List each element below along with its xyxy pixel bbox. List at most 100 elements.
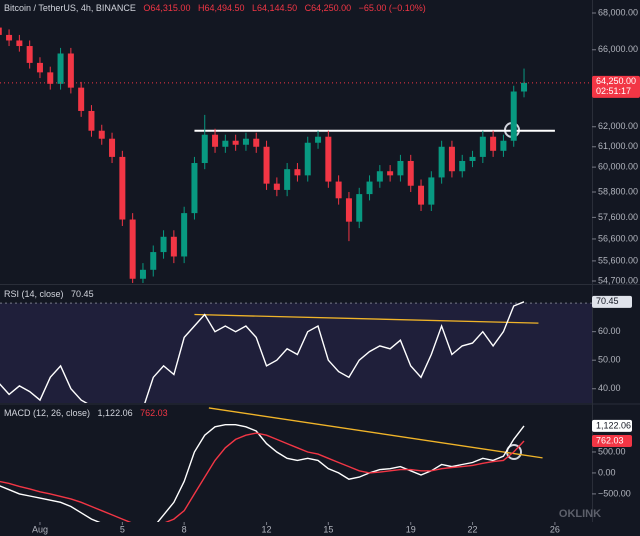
candle-body bbox=[212, 134, 219, 147]
candle-body bbox=[315, 136, 322, 143]
trendline bbox=[194, 313, 539, 324]
x-tick-label: 15 bbox=[323, 524, 333, 534]
candle-body bbox=[36, 62, 43, 73]
candle-body bbox=[47, 72, 54, 84]
last-price-box bbox=[592, 75, 640, 98]
candle-body bbox=[469, 156, 476, 161]
y-tick-label: 500.00 bbox=[598, 446, 626, 456]
candle-body bbox=[160, 236, 167, 253]
candle-body bbox=[67, 53, 74, 88]
candle-body bbox=[253, 138, 260, 147]
candle-body bbox=[78, 87, 85, 111]
x-tick-label: Aug bbox=[32, 524, 48, 534]
y-tick-label: 55,600.00 bbox=[598, 255, 638, 265]
y-tick-label: 66,000.00 bbox=[598, 44, 638, 54]
rsi-band bbox=[0, 303, 592, 403]
candle-body bbox=[325, 136, 332, 182]
ohlc: H64,494.50 bbox=[197, 3, 245, 13]
signal-value: 762.03 bbox=[140, 408, 168, 418]
candle-body bbox=[294, 169, 301, 176]
y-tick-label: 56,600.00 bbox=[598, 233, 638, 243]
candle-body bbox=[170, 236, 177, 257]
y-tick-label: 50.00 bbox=[598, 355, 621, 365]
candle-body bbox=[397, 160, 404, 176]
y-tick-label: 60,000.00 bbox=[598, 161, 638, 171]
candle-body bbox=[88, 110, 95, 131]
y-tick-label: 62,000.00 bbox=[598, 121, 638, 131]
candle-body bbox=[335, 181, 342, 199]
indicator-line bbox=[0, 301, 525, 403]
candle-body bbox=[109, 138, 116, 157]
last-price-label: 64,250.00 bbox=[596, 76, 636, 86]
candle-body bbox=[16, 40, 23, 47]
candle-body bbox=[181, 213, 188, 257]
candle-body bbox=[150, 252, 157, 270]
candle-body bbox=[500, 140, 507, 151]
candle-body bbox=[191, 163, 198, 214]
x-tick-label: 22 bbox=[468, 524, 478, 534]
y-tick-label: 60.00 bbox=[598, 326, 621, 336]
candle-body bbox=[232, 140, 239, 145]
value-box-label: 762.03 bbox=[596, 435, 624, 445]
candle-body bbox=[119, 156, 126, 220]
macd-value: 1,122.06 bbox=[97, 408, 133, 418]
candle-body bbox=[222, 140, 229, 147]
x-tick-label: 26 bbox=[550, 524, 560, 534]
candle-body bbox=[284, 169, 291, 190]
macd-title: MACD (12, 26, close) bbox=[4, 408, 91, 418]
header: Bitcoin / TetherUS, 4h, BINANCE O64,315.… bbox=[4, 3, 431, 13]
candle-body bbox=[521, 82, 528, 92]
y-tick-label: 57,600.00 bbox=[598, 212, 638, 222]
candle-body bbox=[438, 146, 445, 178]
candle-body bbox=[0, 27, 2, 35]
x-tick-label: 12 bbox=[262, 524, 272, 534]
candle-body bbox=[345, 198, 352, 222]
candle-body bbox=[57, 53, 64, 84]
y-tick-label: 40.00 bbox=[598, 383, 621, 393]
y-tick-label: 0.00 bbox=[598, 467, 616, 477]
candle-body bbox=[129, 219, 136, 279]
candle-body bbox=[479, 136, 486, 157]
candle-body bbox=[304, 142, 311, 176]
countdown: 02:51:17 bbox=[596, 86, 631, 96]
candle-body bbox=[273, 183, 280, 190]
pane bbox=[0, 27, 555, 283]
pane bbox=[0, 301, 592, 403]
value-box bbox=[592, 295, 632, 308]
y-tick-label: 54,700.00 bbox=[598, 275, 638, 285]
candle-body bbox=[6, 34, 13, 41]
value-box-label: 1,122.06 bbox=[596, 420, 631, 430]
candle-body bbox=[26, 46, 33, 63]
candle-body bbox=[376, 171, 383, 182]
symbol: Bitcoin / TetherUS, 4h, BINANCE bbox=[4, 3, 136, 13]
indicator-line bbox=[0, 424, 525, 522]
candle-body bbox=[139, 269, 146, 279]
candle-body bbox=[242, 138, 249, 145]
x-tick-label: 8 bbox=[182, 524, 187, 534]
rsi-header: RSI (14, close) 70.45 bbox=[4, 289, 99, 299]
value-box-label: 70.45 bbox=[596, 296, 619, 306]
candle-body bbox=[418, 185, 425, 205]
candle-body bbox=[407, 160, 414, 186]
rsi-value: 70.45 bbox=[71, 289, 94, 299]
indicator-line bbox=[0, 432, 525, 522]
candle-body bbox=[387, 171, 394, 176]
x-tick-label: 19 bbox=[406, 524, 416, 534]
change: −65.00 (−0.10%) bbox=[358, 3, 426, 13]
rsi-title: RSI (14, close) bbox=[4, 289, 64, 299]
candle-body bbox=[459, 160, 466, 172]
pane bbox=[0, 407, 543, 522]
macd-header: MACD (12, 26, close) 1,122.06 762.03 bbox=[4, 408, 173, 418]
candle-body bbox=[490, 136, 497, 151]
value-box bbox=[592, 434, 632, 447]
candle-body bbox=[356, 194, 363, 222]
candle-body bbox=[428, 177, 435, 205]
y-tick-label: 68,000.00 bbox=[598, 7, 638, 17]
ohlc: C64,250.00 bbox=[304, 3, 352, 13]
value-box bbox=[592, 419, 632, 432]
y-tick-label: −500.00 bbox=[598, 488, 631, 498]
y-tick-label: 61,000.00 bbox=[598, 141, 638, 151]
ohlc: L64,144.50 bbox=[252, 3, 298, 13]
